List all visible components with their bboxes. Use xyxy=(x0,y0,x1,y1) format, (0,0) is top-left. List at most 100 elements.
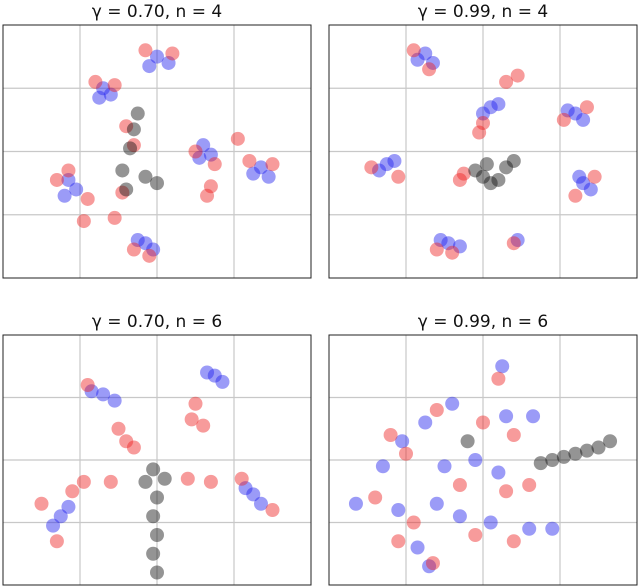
point xyxy=(422,559,437,574)
point xyxy=(510,68,525,83)
point xyxy=(491,465,506,480)
point xyxy=(483,176,498,191)
point xyxy=(452,239,467,254)
point xyxy=(483,515,498,530)
point xyxy=(69,182,84,197)
point xyxy=(522,478,537,492)
point xyxy=(476,116,490,131)
panel-frame xyxy=(2,24,312,279)
point xyxy=(150,176,164,191)
point xyxy=(399,446,413,461)
point xyxy=(203,147,218,162)
point xyxy=(441,236,456,251)
point xyxy=(568,106,583,121)
point xyxy=(406,43,421,58)
point xyxy=(476,106,490,121)
point xyxy=(107,393,122,408)
point xyxy=(368,490,383,505)
point xyxy=(46,518,61,533)
point xyxy=(96,81,111,96)
point xyxy=(506,236,521,251)
point xyxy=(452,478,467,492)
point xyxy=(510,233,525,248)
point xyxy=(491,172,506,187)
point xyxy=(265,157,280,172)
point xyxy=(483,100,498,115)
point xyxy=(142,248,157,263)
point xyxy=(406,515,421,530)
point xyxy=(456,166,471,181)
point xyxy=(491,97,506,112)
point xyxy=(265,503,280,517)
point xyxy=(410,540,425,555)
point xyxy=(188,396,203,411)
point xyxy=(499,409,514,424)
point xyxy=(526,409,541,424)
point xyxy=(556,449,571,464)
point xyxy=(476,169,490,184)
point xyxy=(425,55,440,70)
point xyxy=(53,509,68,524)
point xyxy=(375,459,390,474)
point xyxy=(130,106,145,121)
point xyxy=(103,87,118,102)
point xyxy=(410,52,425,67)
point xyxy=(460,434,475,449)
point xyxy=(253,496,268,511)
panel-title: γ = 0.70, n = 6 xyxy=(92,312,222,332)
point xyxy=(506,428,521,442)
point xyxy=(522,521,537,536)
point xyxy=(150,528,164,542)
point xyxy=(126,122,141,137)
point xyxy=(165,46,180,61)
point xyxy=(138,169,153,184)
panel-title: γ = 0.99, n = 6 xyxy=(418,312,548,332)
point xyxy=(418,46,433,61)
point xyxy=(383,428,398,442)
point xyxy=(150,49,164,64)
point xyxy=(146,509,161,524)
point xyxy=(429,403,444,417)
point xyxy=(545,521,560,536)
point xyxy=(391,503,406,517)
point xyxy=(119,182,134,197)
point xyxy=(184,412,199,427)
point xyxy=(568,188,583,203)
point xyxy=(96,387,111,402)
point xyxy=(203,179,218,194)
point xyxy=(452,509,467,524)
point xyxy=(207,368,222,383)
point xyxy=(138,474,153,489)
point xyxy=(253,160,268,175)
point xyxy=(215,374,230,389)
panel-frame xyxy=(2,334,312,586)
point xyxy=(238,481,253,496)
point xyxy=(583,182,598,197)
point xyxy=(138,43,153,58)
point xyxy=(196,138,211,153)
point xyxy=(188,144,203,159)
point xyxy=(579,100,594,115)
point xyxy=(207,157,222,172)
point xyxy=(242,153,257,168)
point xyxy=(61,172,76,187)
point xyxy=(65,484,80,499)
point xyxy=(61,499,76,514)
point xyxy=(180,471,195,486)
point xyxy=(348,496,363,511)
point xyxy=(119,434,134,449)
point xyxy=(57,188,72,203)
point xyxy=(476,415,490,430)
point xyxy=(499,74,514,89)
point xyxy=(230,131,245,146)
panel-title: γ = 0.99, n = 4 xyxy=(418,2,548,22)
point xyxy=(76,474,91,489)
point xyxy=(76,214,91,229)
point xyxy=(107,78,122,93)
point xyxy=(379,157,394,172)
point xyxy=(560,103,575,118)
point xyxy=(437,459,452,474)
point xyxy=(157,471,172,486)
point xyxy=(126,440,141,455)
